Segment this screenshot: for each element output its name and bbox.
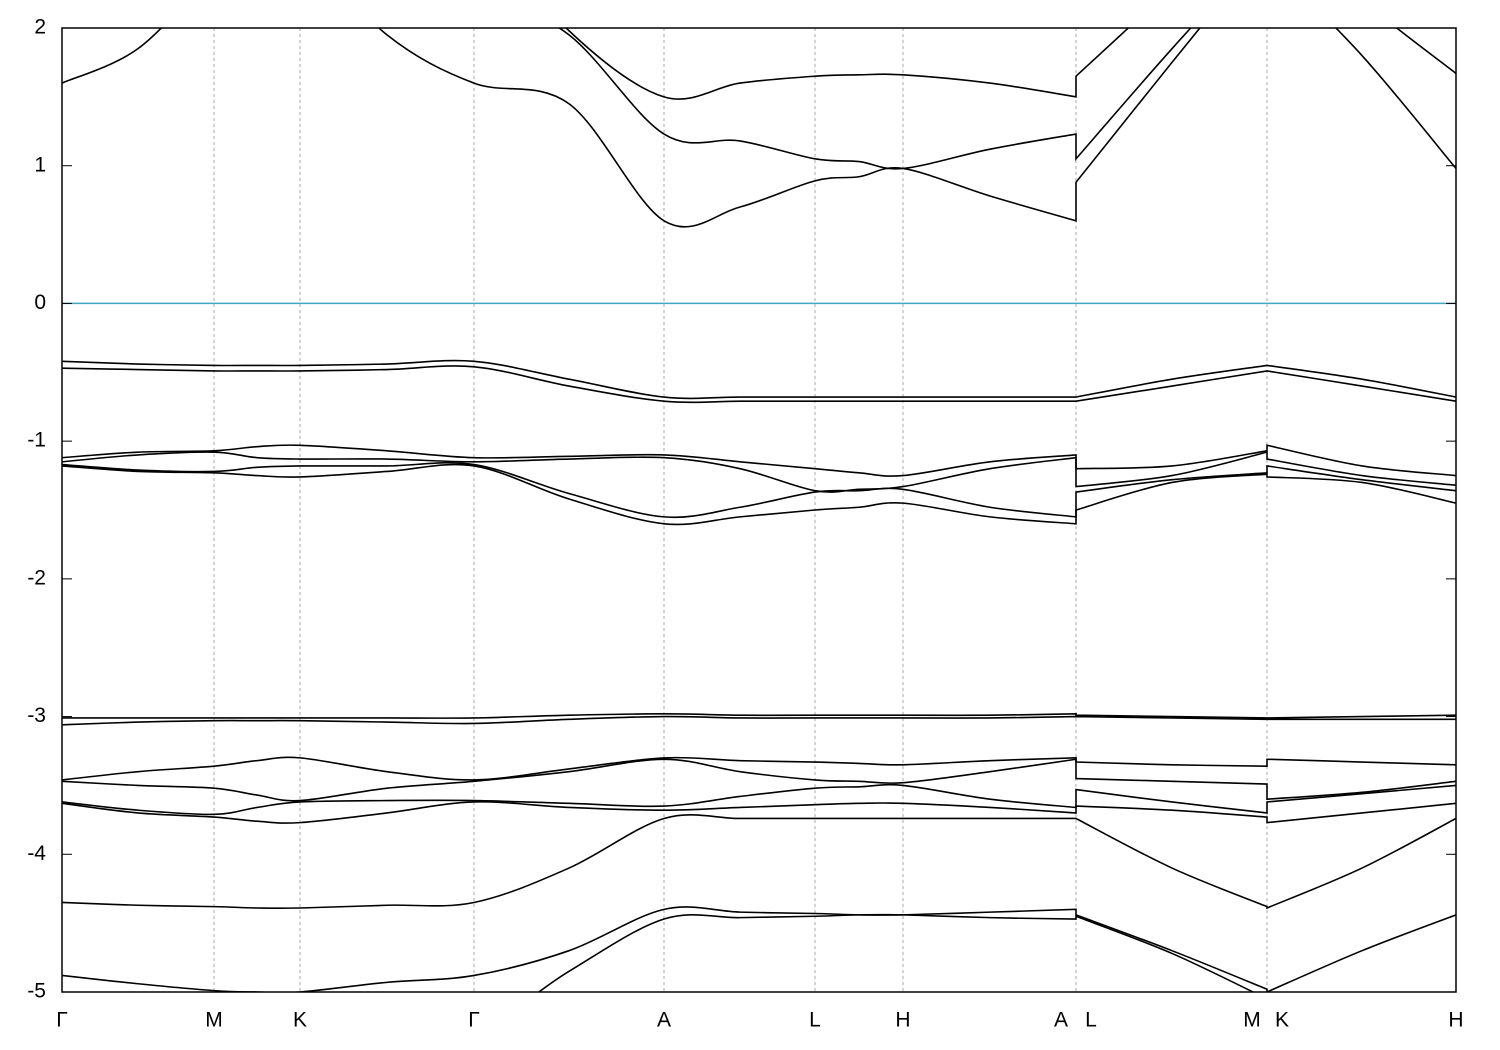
y-tick-label: -1 [27, 429, 46, 452]
x-tick-label: Γ [56, 1009, 68, 1032]
bands [62, 28, 1456, 992]
band-line [62, 365, 1456, 404]
band-line [62, 783, 1456, 816]
y-tick-label: 2 [34, 16, 46, 39]
band-line [62, 715, 1456, 726]
y-tick-label: -5 [27, 980, 46, 1003]
x-tick-label: H [1448, 1009, 1463, 1032]
x-tick-label: L [1085, 1009, 1097, 1032]
grid [61, 28, 1457, 992]
band-line [62, 756, 1456, 781]
x-tick-label: A [657, 1009, 671, 1032]
x-tick-label: Γ [468, 1009, 480, 1032]
x-tick-label: K [1275, 1009, 1289, 1032]
y-tick-label: -4 [27, 842, 46, 865]
y-tick-label: 1 [34, 153, 46, 176]
band-line [537, 913, 1255, 992]
band-line [62, 758, 1456, 802]
band-line [62, 713, 1456, 719]
x-tick-label: A [1054, 1009, 1068, 1032]
band-line [62, 444, 1456, 477]
band-line [62, 801, 1456, 824]
y-tick-label: -3 [27, 704, 46, 727]
band-line [62, 814, 1456, 910]
band-line [62, 461, 1456, 519]
x-tick-label: M [205, 1009, 223, 1032]
y-tick-label: 0 [34, 291, 46, 314]
band-line [62, 451, 1456, 493]
band-line [565, 28, 1130, 100]
band-line [62, 359, 1456, 400]
x-tick-label: L [809, 1009, 821, 1032]
band-line [557, 28, 1456, 170]
x-tick-label: M [1243, 1009, 1261, 1032]
plot-frame [61, 27, 1457, 993]
x-tick-label: K [293, 1009, 307, 1032]
band-line [62, 28, 1456, 228]
x-tick-label: H [895, 1009, 910, 1032]
band-line [62, 463, 1456, 526]
band-line [62, 906, 1456, 992]
y-tick-label: -2 [27, 566, 46, 589]
